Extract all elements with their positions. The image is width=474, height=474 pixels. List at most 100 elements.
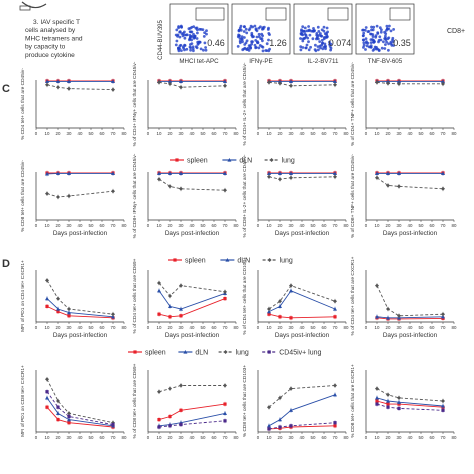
data-point [333, 315, 337, 319]
data-point [223, 188, 227, 193]
flow-event-dot [378, 35, 382, 39]
series-line [268, 385, 336, 408]
line-chart: 0 10 20 30 40 50 60 70 80 % of CD4+ IFNγ+ cells t… [132, 61, 239, 146]
data-point [56, 405, 60, 409]
x-tick-label: 0 [257, 223, 260, 228]
series-line [376, 81, 443, 85]
data-point [333, 307, 337, 311]
step-text-line: cells analysed by [25, 27, 76, 34]
flow-event-dot [385, 24, 389, 28]
data-point [157, 288, 161, 293]
data-point [333, 424, 337, 428]
x-tick-label: 30 [179, 435, 184, 440]
y-axis-label: % of CD8+ IFNγ+ cells that are CD45iv- [132, 153, 138, 238]
data-point [375, 283, 379, 288]
data-point [375, 80, 379, 85]
legend-c-row2: spleen dLN lung [170, 158, 295, 165]
x-tick-label: 10 [375, 223, 380, 228]
data-point [111, 87, 115, 92]
y-axis-label: % of CD4 tet+ cells that are CXCR1+ [350, 256, 356, 335]
x-tick-label: 20 [386, 435, 391, 440]
flow-event-dot [301, 25, 305, 29]
flow-event-dot [307, 25, 310, 28]
data-point [67, 194, 71, 198]
x-axis-label: Days post-infection [165, 332, 220, 339]
flow-event-dot [384, 36, 387, 40]
x-tick-label: 10 [157, 435, 162, 440]
flow-event-dot [300, 33, 303, 36]
data-point [157, 389, 161, 394]
x-tick-label: 10 [157, 131, 162, 136]
x-tick-label: 10 [375, 131, 380, 136]
flow-event-dot [247, 28, 251, 32]
flow-event-dot [192, 32, 195, 36]
data-point [45, 82, 49, 87]
x-tick-label: 60 [430, 131, 435, 136]
series-line [46, 84, 114, 91]
x-tick-label: 80 [452, 131, 457, 136]
data-point [289, 171, 293, 176]
series-line [158, 420, 226, 428]
flow-event-dot [199, 47, 203, 51]
data-point [386, 392, 390, 397]
x-tick-label: 30 [289, 325, 294, 330]
data-point [278, 177, 282, 182]
x-tick-label: 0 [257, 325, 260, 330]
x-tick-label: 10 [267, 223, 272, 228]
x-tick-label: 50 [89, 223, 94, 228]
x-tick-label: 20 [56, 435, 61, 440]
flow-panel: 0.35 TNF-BV-605 [355, 3, 415, 65]
data-point [56, 399, 60, 403]
series-line [158, 412, 226, 427]
flow-gate [195, 7, 225, 21]
y-axis-label: % of CD4+ IL-2+ cells that are CD45iv- [242, 62, 248, 145]
flow-event-dot [250, 33, 254, 37]
flow-event-dot [363, 28, 367, 32]
data-point [375, 386, 379, 391]
flow-event-dot [246, 46, 250, 50]
flow-event-dot [301, 46, 305, 49]
data-point [179, 422, 183, 427]
flow-event-dot [301, 37, 305, 41]
flow-x-axis-label: TNF-BV-605 [368, 58, 403, 65]
data-point [56, 296, 60, 301]
flow-event-dot [196, 31, 199, 35]
x-tick-label: 10 [267, 435, 272, 440]
legend-marker [269, 158, 274, 162]
flow-event-dot [300, 29, 303, 33]
data-point [267, 171, 271, 176]
series-line [158, 290, 226, 310]
data-point [278, 315, 282, 319]
flow-event-dot [305, 29, 309, 33]
series-line [158, 385, 225, 393]
flow-event-dot [309, 45, 312, 49]
flow-event-dot [389, 40, 393, 44]
x-axis-label: Days post-infection [53, 230, 108, 237]
flow-event-dot [372, 25, 376, 29]
series-line [376, 316, 444, 319]
flow-event-dot [237, 34, 241, 38]
y-axis-label: % of CD8+ IL-2+ cells that are CD45iv- [242, 154, 248, 237]
x-tick-label: 20 [56, 131, 61, 136]
data-point [111, 312, 115, 317]
x-tick-label: 10 [45, 325, 50, 330]
flow-event-dot [323, 42, 327, 46]
flow-event-dot [371, 33, 375, 36]
y-axis-label: % CD8 tet+ cells that are CD103+ [242, 365, 248, 437]
data-point [67, 310, 71, 315]
data-point [333, 383, 337, 388]
flow-gate [389, 7, 411, 21]
data-point [179, 307, 183, 311]
x-tick-label: 10 [45, 223, 50, 228]
line-chart: 0 10 20 30 40 50 60 70 80 % CD4 tet+ cells that a… [20, 68, 127, 140]
x-tick-label: 70 [333, 223, 338, 228]
flow-event-dot [188, 34, 192, 37]
x-tick-label: 50 [311, 435, 316, 440]
logo-mark-icon [19, 5, 31, 11]
data-point [67, 86, 71, 91]
data-point [397, 400, 401, 404]
data-point [45, 79, 49, 84]
x-tick-label: 30 [179, 131, 184, 136]
flow-event-dot [364, 41, 368, 45]
flow-event-dot [385, 40, 388, 44]
